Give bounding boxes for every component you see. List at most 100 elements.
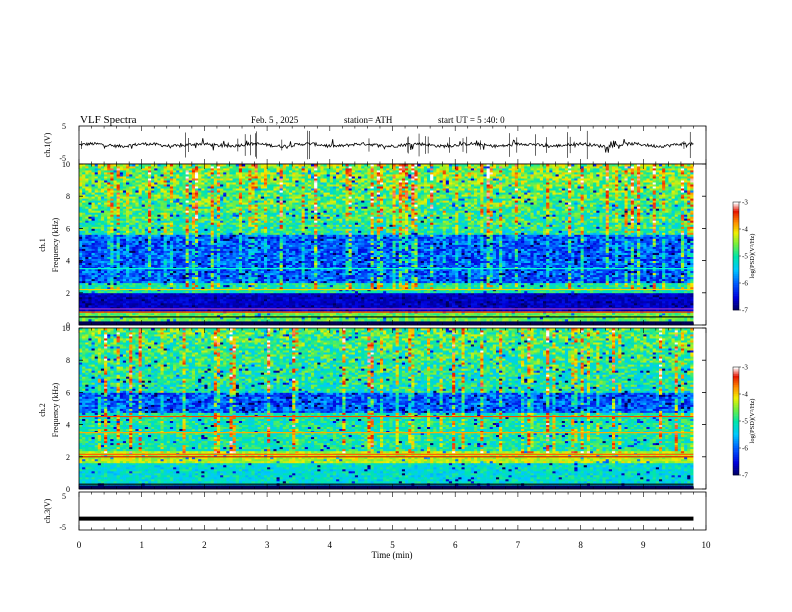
- spectrogram-cell: [305, 319, 309, 321]
- spectrogram-cell: [98, 319, 102, 321]
- spectrogram-cell: [405, 301, 409, 303]
- spectrogram-cell: [452, 301, 456, 303]
- spectrogram-cell: [480, 285, 484, 287]
- spectrogram-cell: [104, 319, 108, 321]
- spectrogram-cell: [556, 301, 560, 303]
- spectrogram-cell: [418, 285, 422, 287]
- ch1-waveform-panel: 5 -5 ch.1(V): [43, 122, 706, 164]
- spectrogram-cell: [653, 285, 657, 287]
- spectrogram-cell: [123, 301, 127, 303]
- spectrogram-cell: [606, 319, 610, 321]
- spectrogram-cell: [167, 285, 171, 287]
- spectrogram-cell: [346, 301, 350, 303]
- spectrogram-cell: [377, 319, 381, 321]
- spectrogram-cell: [82, 301, 86, 303]
- spectrogram-cell: [411, 285, 415, 287]
- spectrogram-cell: [637, 301, 641, 303]
- spectrogram-cell: [512, 285, 515, 287]
- spectrogram-cell: [198, 285, 202, 287]
- spectrogram-cell: [198, 301, 202, 303]
- spectrogram-cell: [455, 301, 459, 303]
- spectrogram-cell: [446, 319, 450, 321]
- spectrogram-cell: [236, 319, 240, 321]
- spectrogram-cell: [320, 301, 324, 303]
- spectrogram-cell: [621, 319, 625, 321]
- vlf-spectra-figure: VLF Spectra Feb. 5 , 2025 station= ATH s…: [0, 0, 792, 612]
- spectrogram-cell: [675, 285, 679, 287]
- spectrogram-cell: [101, 301, 105, 303]
- spectrogram-cell: [264, 301, 268, 303]
- spectrogram-cell: [502, 319, 506, 321]
- spectrogram-cell: [120, 301, 124, 303]
- spectrogram-cell: [640, 301, 644, 303]
- spectrogram-cell: [418, 301, 422, 303]
- spectrogram-cell: [414, 301, 418, 303]
- spectrogram-cell: [358, 285, 362, 287]
- spectrogram-cell: [518, 285, 522, 287]
- spectrogram-cell: [433, 319, 437, 321]
- spectrogram-cell: [546, 319, 550, 321]
- spectrogram-cell: [668, 301, 672, 303]
- spectrogram-cell: [665, 285, 669, 287]
- spectrogram-cell: [615, 301, 619, 303]
- spectrogram-cell: [98, 285, 102, 287]
- start-time-label: start UT = 5 :40: 0: [438, 115, 505, 125]
- spectrogram-cell: [590, 319, 594, 321]
- spectrogram-cell: [292, 319, 296, 321]
- spectrogram-cell: [179, 319, 183, 321]
- spectrogram-cell: [643, 285, 647, 287]
- spectrogram-cell: [352, 301, 356, 303]
- spectrogram-cell: [261, 319, 265, 321]
- spectrogram-cell: [436, 301, 440, 303]
- spectrogram-cell: [396, 285, 400, 287]
- spectrogram-cell: [251, 319, 255, 321]
- spectrogram-cell: [173, 285, 177, 287]
- spectrogram-cell: [192, 285, 196, 287]
- spectrogram-cell: [233, 301, 237, 303]
- spectrogram-cell: [393, 319, 397, 321]
- spectrogram-cell: [132, 285, 136, 287]
- spectrogram-cell: [126, 285, 130, 287]
- spectrogram-cell: [95, 319, 99, 321]
- spectrogram-cell: [549, 285, 553, 287]
- spectrogram-cell: [283, 301, 287, 303]
- spectrogram-cell: [402, 285, 406, 287]
- spectrogram-cell: [255, 319, 259, 321]
- spectrogram-cell: [402, 319, 406, 321]
- spectrogram-cell: [562, 301, 566, 303]
- spectrogram-cell: [565, 319, 569, 321]
- spectrogram-cell: [129, 285, 133, 287]
- spectrogram-cell: [524, 301, 528, 303]
- spectrogram-cell: [361, 319, 365, 321]
- spectrogram-cell: [154, 319, 158, 321]
- spectrogram-cell: [324, 285, 328, 287]
- spectrogram-cell: [170, 319, 174, 321]
- spectrogram-cell: [217, 319, 221, 321]
- spectrogram-cell: [443, 285, 447, 287]
- spectrogram-cell: [170, 301, 174, 303]
- spectrogram-cell: [114, 301, 118, 303]
- spectrogram-cell: [462, 301, 466, 303]
- spectrogram-cell: [574, 319, 578, 321]
- spectrogram-cell: [606, 285, 610, 287]
- spectrogram-cell: [424, 319, 428, 321]
- spectrogram-cell: [483, 285, 487, 287]
- spectrogram-cell: [317, 285, 321, 287]
- spectrogram-cell: [499, 285, 503, 287]
- spectrogram-cell: [349, 319, 353, 321]
- spectrogram-cell: [273, 319, 277, 321]
- spectrogram-cell: [562, 319, 566, 321]
- spectrogram-cell: [687, 301, 691, 303]
- spectrogram-cell: [248, 285, 252, 287]
- spectrogram-cell: [349, 285, 353, 287]
- spectrogram-cell: [183, 301, 187, 303]
- spectrogram-cell: [107, 301, 111, 303]
- spectrogram-cell: [214, 319, 218, 321]
- spectrogram-cell: [302, 319, 306, 321]
- spectrogram-cell: [320, 319, 324, 321]
- spectrogram-cell: [449, 285, 453, 287]
- spectrogram-cell: [537, 319, 541, 321]
- spectrogram-cell: [414, 319, 418, 321]
- spectrogram-cell: [261, 285, 265, 287]
